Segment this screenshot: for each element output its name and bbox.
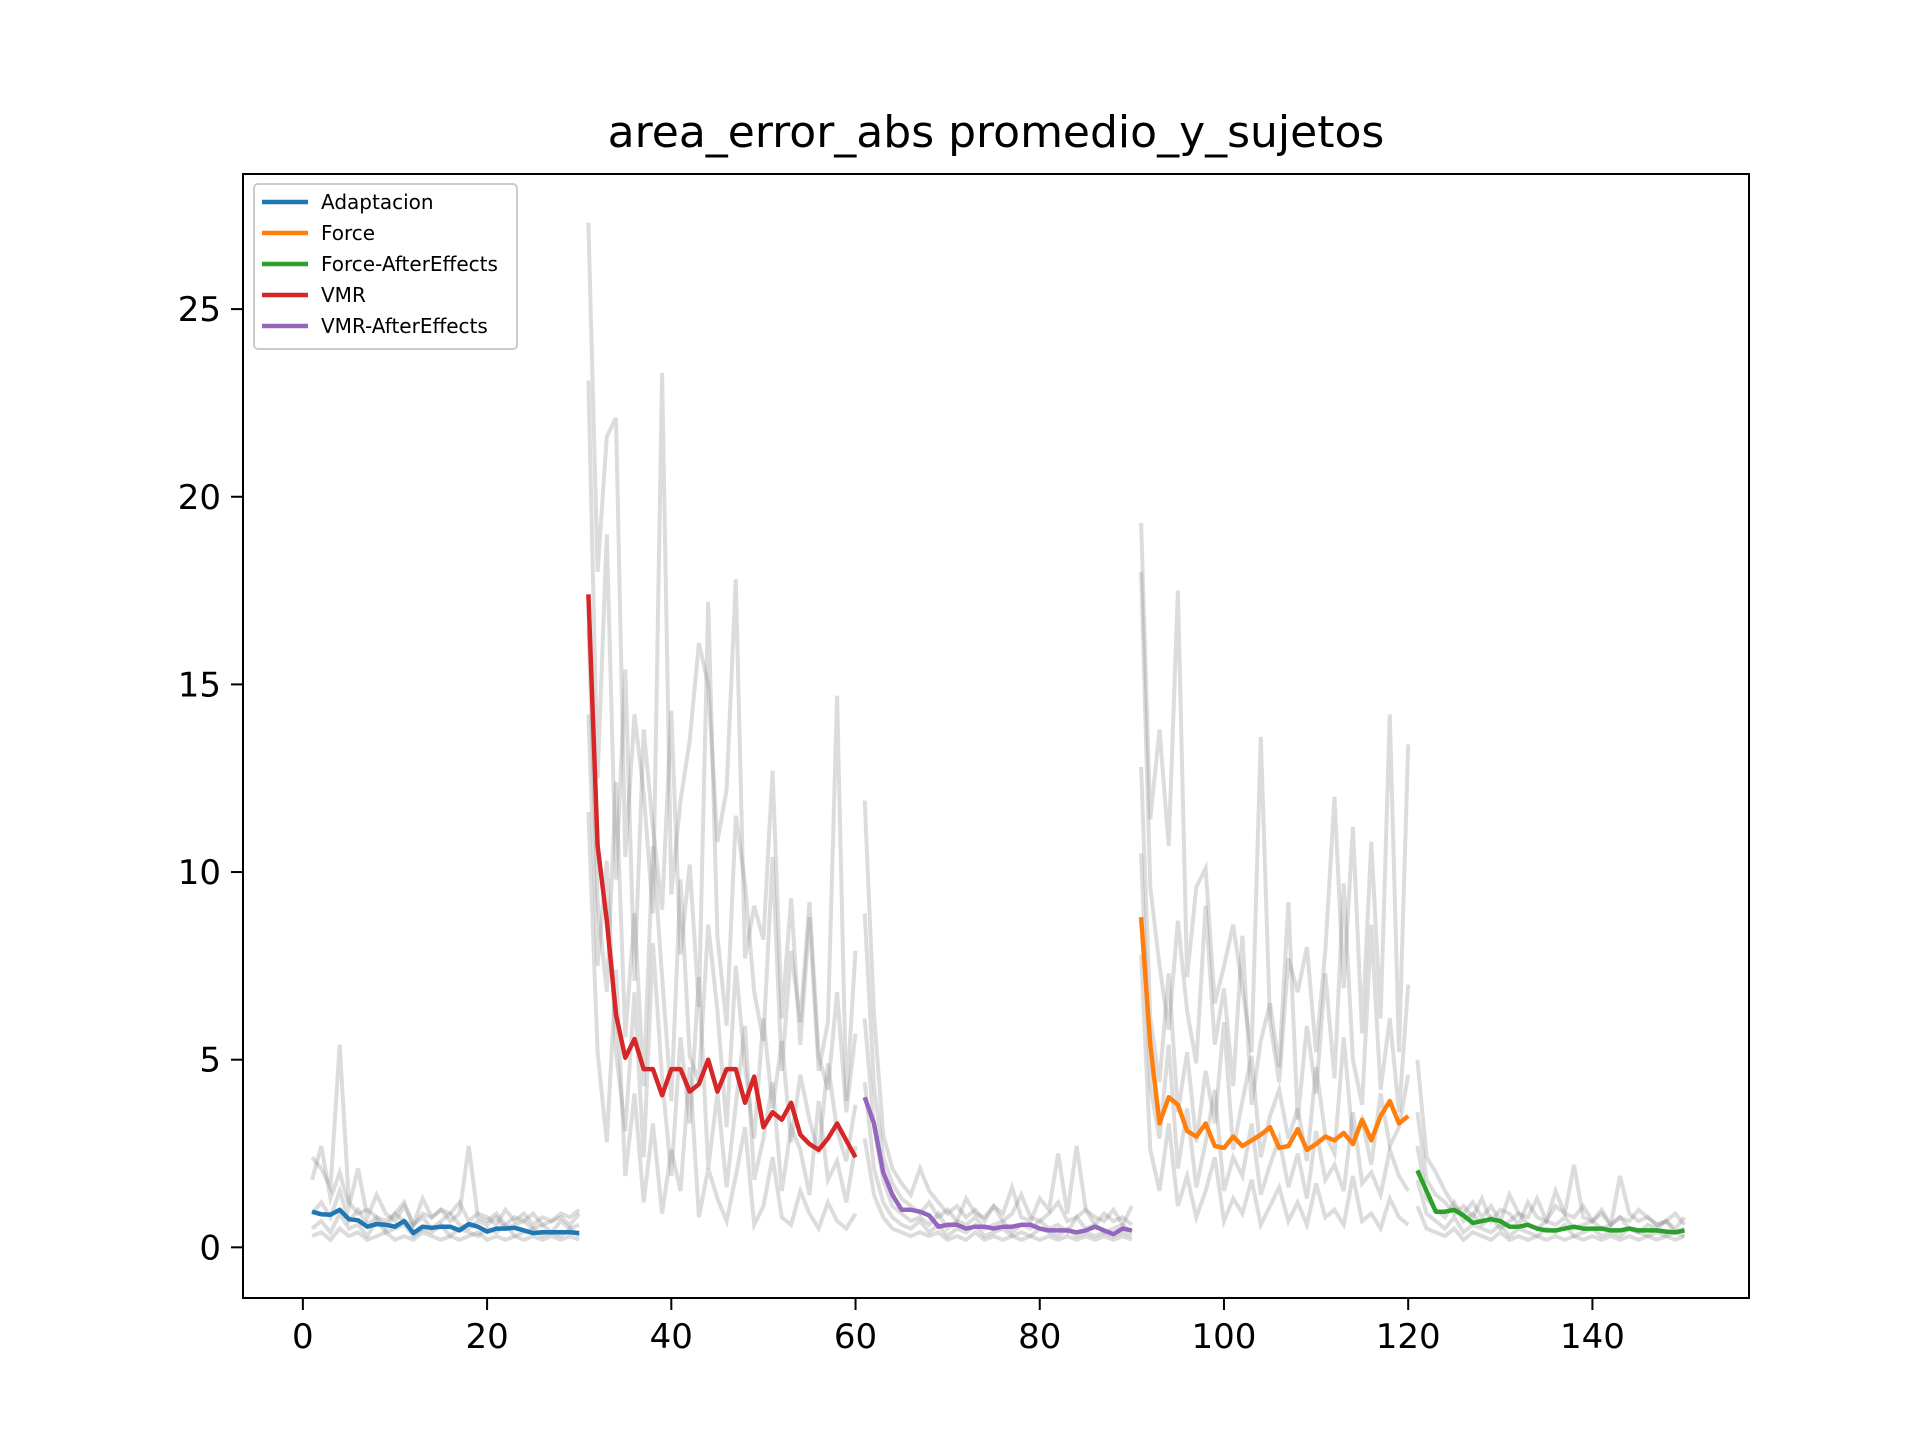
subject-line-4-block-2 xyxy=(586,714,858,1203)
subject-line-5-block-3 xyxy=(862,1138,1133,1243)
subject-line-2-block-4 xyxy=(1139,571,1411,1120)
subject-line-2-block-1 xyxy=(310,1145,581,1230)
plot-frame xyxy=(242,173,1750,1299)
y-tick-label: 5 xyxy=(199,1041,221,1081)
legend-box xyxy=(253,183,518,350)
legend-label: VMR-AfterEffects xyxy=(321,314,488,338)
subject-line-5-block-1 xyxy=(311,1225,580,1243)
x-tick-label: 0 xyxy=(292,1317,314,1357)
x-tick-label: 140 xyxy=(1560,1317,1625,1357)
subject-line-3-block-2 xyxy=(586,628,858,1162)
subject-line-5-block-2 xyxy=(586,811,858,1234)
chart-title: area_error_abs promedio_y_sujetos xyxy=(608,107,1385,158)
legend-label: Adaptacion xyxy=(321,190,434,214)
series-line-vmr-aftereffects xyxy=(862,1096,1133,1237)
subject-line-1-block-2 xyxy=(586,222,858,1102)
x-tick-label: 120 xyxy=(1376,1317,1441,1357)
legend: Adaptacion Force Force-AfterEffects VMR VMR-… xyxy=(253,183,518,350)
y-tick-label: 25 xyxy=(178,290,221,330)
subject-line-2-block-3 xyxy=(862,913,1134,1229)
series-line-adaptacion xyxy=(311,1207,580,1236)
series-line-force xyxy=(1138,916,1410,1153)
x-tick-label: 80 xyxy=(1018,1317,1061,1357)
y-tick-label: 10 xyxy=(178,853,221,893)
subject-line-4-block-1 xyxy=(310,1209,581,1240)
series-line-force-aftereffects xyxy=(1415,1169,1685,1235)
subject-line-4-block-4 xyxy=(1139,853,1410,1202)
legend-label: VMR xyxy=(321,283,366,307)
subject-line-5-block-4 xyxy=(1139,954,1410,1234)
subject-line-5-block-5 xyxy=(1415,1205,1686,1243)
y-axis: 0 5 10 15 20 25 xyxy=(178,290,243,1268)
y-tick-label: 15 xyxy=(178,665,221,705)
subject-lines xyxy=(310,222,1687,1243)
y-tick-label: 20 xyxy=(178,478,221,518)
legend-label: Force-AfterEffects xyxy=(321,252,498,276)
x-tick-label: 100 xyxy=(1192,1317,1257,1357)
subject-line-2-block-2 xyxy=(586,380,858,1113)
subject-line-4-block-3 xyxy=(862,1081,1133,1239)
subject-line-3-block-1 xyxy=(310,1184,580,1236)
subject-line-1-block-4 xyxy=(1139,522,1411,1083)
series-lines xyxy=(311,594,1685,1237)
x-tick-label: 40 xyxy=(650,1317,693,1357)
x-tick-label: 60 xyxy=(834,1317,877,1357)
subject-line-2-block-5 xyxy=(1415,1111,1687,1232)
subject-line-1-block-1 xyxy=(310,1044,581,1229)
subject-line-1-block-3 xyxy=(862,800,1134,1229)
x-axis: 0 20 40 60 80 100 120 140 xyxy=(292,1298,1625,1357)
x-tick-label: 20 xyxy=(465,1317,508,1357)
y-tick-label: 0 xyxy=(199,1228,221,1268)
legend-label: Force xyxy=(321,221,375,245)
series-line-vmr xyxy=(586,594,858,1159)
